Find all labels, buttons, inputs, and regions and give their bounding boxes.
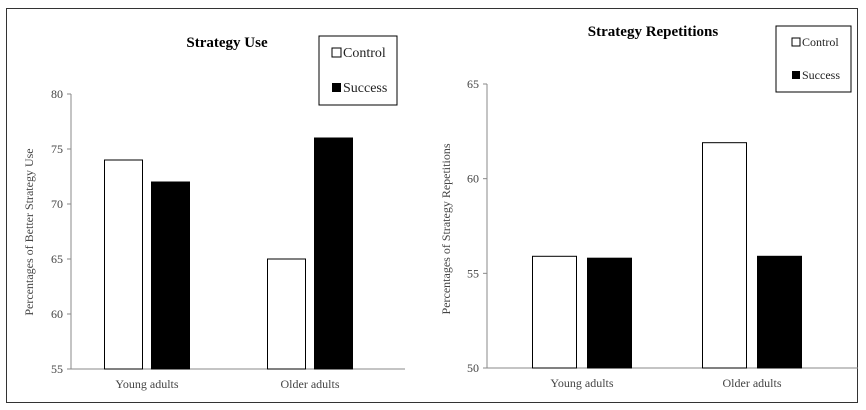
y-tick-label: 65 — [51, 252, 63, 266]
legend-label-control: Control — [802, 35, 839, 49]
figure-frame — [6, 8, 858, 403]
y-tick-label: 60 — [467, 172, 479, 186]
bar-success-older-adults — [314, 137, 353, 370]
bar-success-older-adults — [757, 255, 802, 369]
bar-control-young-adults — [532, 255, 577, 369]
bar-success-young-adults — [151, 181, 190, 370]
y-tick-label: 55 — [51, 362, 63, 376]
x-tick-label: Young adults — [115, 377, 178, 391]
bar-success-young-adults — [587, 257, 632, 369]
chart-marks: 55 60 65 70 75 80 Young adults Older adults 50 55… — [51, 77, 858, 391]
legend-swatch-success — [792, 71, 800, 79]
legend-label-success: Success — [802, 68, 840, 82]
chart-title: Strategy Repetitions — [588, 24, 719, 40]
chart-strategy-use: Strategy Use Percentages of Better Strat… — [22, 35, 398, 316]
bar-control-young-adults — [104, 159, 143, 370]
legend-box — [775, 25, 852, 93]
legend-label-control: Control — [343, 46, 386, 61]
legend-swatch-control — [331, 47, 342, 58]
x-tick-label: Older adults — [723, 376, 782, 390]
chart-title: Strategy Use — [186, 35, 268, 51]
bar-control-older-adults — [702, 142, 747, 369]
y-tick-label: 55 — [467, 266, 479, 280]
y-tick-label: 60 — [51, 307, 63, 321]
y-tick-label: 80 — [51, 87, 63, 101]
y-tick-label: 50 — [467, 361, 479, 375]
y-tick-label: 75 — [51, 142, 63, 156]
legend: Control Success — [318, 35, 398, 106]
y-tick-label: 70 — [51, 197, 63, 211]
legend: Control Success — [775, 25, 852, 93]
y-axis-label: Percentages of Better Strategy Use — [22, 148, 36, 315]
legend-label-success: Success — [343, 81, 387, 96]
bar-control-older-adults — [267, 258, 306, 370]
y-tick-label: 65 — [467, 77, 479, 91]
chart-strategy-repetitions: Strategy Repetitions Percentages of Stra… — [439, 24, 852, 314]
y-axis-label: Percentages of Strategy Repetitions — [439, 143, 453, 314]
legend-swatch-success — [332, 83, 341, 92]
x-tick-label: Young adults — [550, 376, 613, 390]
legend-swatch-control — [791, 37, 801, 47]
x-tick-label: Older adults — [281, 377, 340, 391]
